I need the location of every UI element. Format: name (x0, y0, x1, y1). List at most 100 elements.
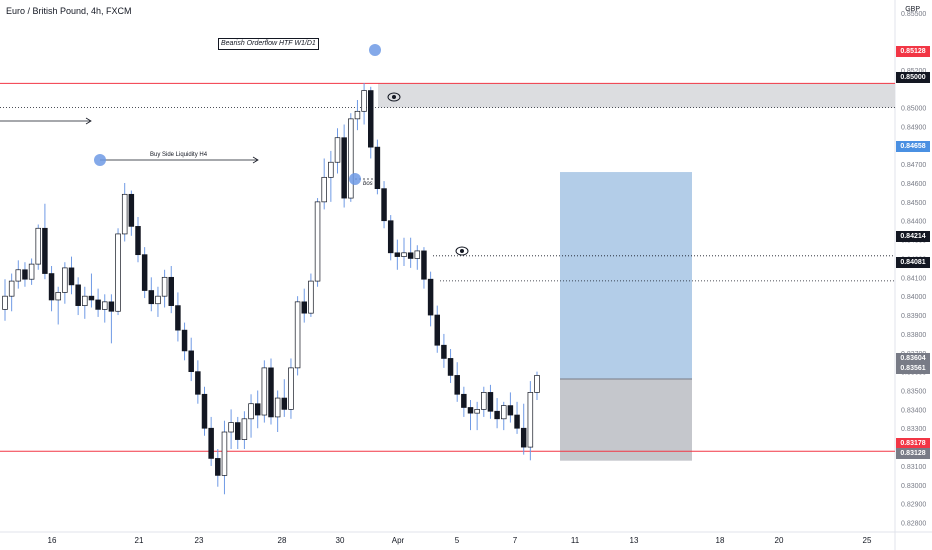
candle[interactable] (115, 228, 121, 316)
candle[interactable] (235, 416, 241, 449)
buy-side-liquidity-label[interactable]: Buy Side Liquidity H4 (150, 152, 208, 158)
candle[interactable] (121, 182, 128, 242)
candle[interactable] (62, 262, 68, 304)
candle[interactable] (95, 288, 101, 317)
candle[interactable] (447, 349, 454, 383)
candle[interactable] (494, 398, 500, 429)
bearish-orderflow-label[interactable]: Bearish Orderflow HTF W1/D1 (218, 38, 319, 50)
candle[interactable] (507, 392, 514, 423)
candle-body (35, 227, 41, 265)
candle[interactable] (481, 386, 487, 417)
candle[interactable] (487, 384, 494, 419)
candle[interactable] (501, 401, 507, 431)
candle[interactable] (387, 215, 394, 261)
candle[interactable] (108, 294, 115, 344)
candle[interactable] (454, 362, 460, 402)
candle[interactable] (82, 286, 88, 319)
candle[interactable] (181, 322, 188, 361)
candle-body (141, 254, 148, 291)
candle[interactable] (155, 286, 161, 317)
candle[interactable] (394, 239, 401, 270)
candle[interactable] (215, 448, 221, 487)
candle[interactable] (527, 381, 534, 461)
candle[interactable] (461, 386, 467, 417)
candle[interactable] (534, 371, 540, 400)
candle[interactable] (414, 245, 421, 270)
candle-body (195, 371, 201, 395)
candle[interactable] (175, 292, 181, 342)
candle[interactable] (68, 256, 75, 295)
candle[interactable] (254, 390, 261, 429)
candle[interactable] (135, 216, 141, 263)
symbol-title[interactable]: Euro / British Pound, 4h, FXCM (6, 6, 132, 16)
candle[interactable] (75, 277, 81, 316)
candle[interactable] (421, 247, 427, 289)
candle-body (507, 405, 514, 416)
candle[interactable] (520, 403, 527, 455)
candle[interactable] (42, 203, 48, 280)
candle[interactable] (301, 288, 307, 323)
candle[interactable] (88, 273, 95, 308)
candle[interactable] (434, 305, 440, 353)
price-axis-label: 0.82900 (901, 502, 926, 509)
candle[interactable] (8, 273, 15, 312)
candle[interactable] (328, 150, 334, 202)
candle[interactable] (288, 358, 294, 419)
candle[interactable] (248, 394, 254, 438)
candle[interactable] (15, 260, 22, 289)
candle[interactable] (148, 277, 155, 312)
candle[interactable] (241, 411, 248, 449)
candle[interactable] (348, 113, 354, 202)
candle[interactable] (261, 360, 268, 423)
candle-body (121, 193, 128, 235)
candle[interactable] (514, 401, 520, 434)
bos-label[interactable]: bos (363, 181, 373, 187)
candle-body (254, 403, 261, 416)
candle[interactable] (341, 124, 347, 208)
candle[interactable] (195, 360, 201, 404)
candle[interactable] (374, 139, 381, 195)
candle-body (221, 431, 228, 476)
candle[interactable] (161, 269, 168, 308)
candle[interactable] (2, 279, 8, 321)
candle[interactable] (441, 333, 447, 368)
candle[interactable] (128, 190, 135, 236)
candle[interactable] (35, 224, 41, 270)
candle[interactable] (201, 386, 208, 436)
candle-body (334, 137, 341, 163)
candle[interactable] (321, 158, 327, 210)
candle[interactable] (407, 237, 414, 268)
candle[interactable] (368, 86, 374, 159)
candle[interactable] (228, 409, 234, 449)
candle[interactable] (55, 286, 61, 325)
candle[interactable] (268, 358, 274, 425)
candle[interactable] (467, 399, 474, 431)
candle[interactable] (361, 83, 367, 125)
candle[interactable] (474, 401, 480, 431)
candle[interactable] (274, 390, 281, 433)
candle[interactable] (141, 247, 148, 299)
candle[interactable] (381, 181, 387, 229)
candle[interactable] (102, 294, 108, 323)
candle[interactable] (334, 128, 341, 174)
candle[interactable] (314, 198, 321, 287)
candle[interactable] (401, 237, 407, 266)
candle[interactable] (427, 271, 434, 327)
candle[interactable] (168, 266, 174, 314)
candle[interactable] (308, 273, 314, 317)
candle-body (441, 344, 447, 359)
candle[interactable] (48, 266, 55, 312)
candle[interactable] (208, 416, 214, 466)
candle[interactable] (281, 379, 288, 417)
candle[interactable] (221, 420, 228, 495)
supply-zone (378, 83, 895, 108)
candle[interactable] (28, 258, 35, 285)
candle[interactable] (294, 296, 301, 376)
candle[interactable] (22, 262, 28, 287)
candle-body (68, 267, 75, 286)
candle[interactable] (354, 99, 361, 131)
price-axis-label: 0.83400 (901, 407, 926, 414)
candle[interactable] (188, 337, 194, 382)
